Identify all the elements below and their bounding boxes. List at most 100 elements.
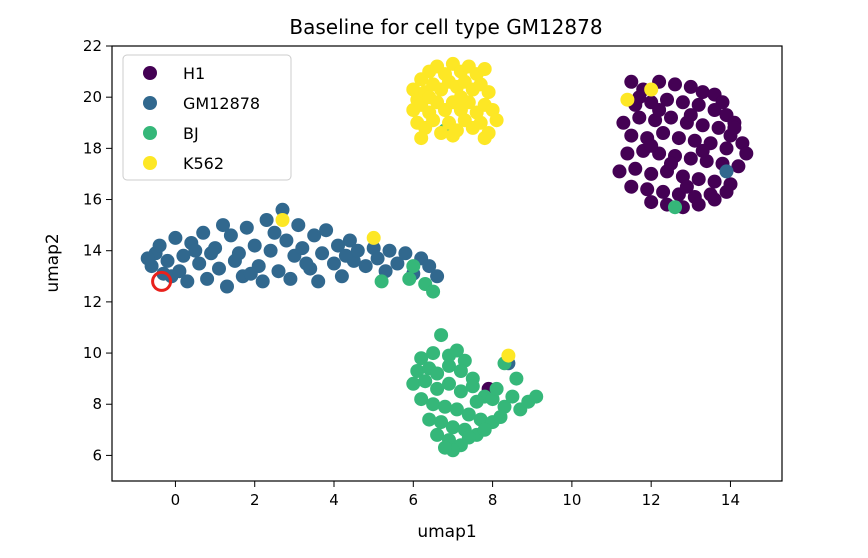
y-tick-label: 18	[83, 139, 102, 157]
data-point	[430, 269, 445, 284]
x-tick-label: 12	[642, 491, 661, 509]
data-point	[691, 172, 706, 187]
data-point	[453, 90, 468, 105]
data-point	[438, 440, 452, 455]
data-point	[493, 410, 508, 424]
data-point	[719, 164, 734, 179]
data-point	[271, 264, 286, 279]
data-point	[683, 151, 698, 166]
data-point	[675, 95, 690, 110]
data-point	[382, 243, 397, 258]
data-point	[664, 110, 678, 125]
legend-item-bj: BJ	[143, 124, 199, 143]
x-tick-label: 14	[721, 491, 740, 509]
data-point	[291, 218, 306, 233]
data-point	[477, 422, 492, 437]
data-point	[660, 92, 674, 107]
data-point	[695, 118, 710, 133]
data-point	[204, 246, 219, 261]
data-point	[263, 243, 278, 258]
data-point	[664, 156, 678, 171]
data-point	[707, 174, 722, 189]
data-point	[422, 90, 437, 105]
data-point	[461, 407, 476, 422]
data-point	[644, 138, 659, 153]
data-point	[275, 202, 290, 217]
data-point	[616, 115, 631, 130]
data-point	[632, 90, 647, 105]
x-tick-label: 10	[562, 491, 581, 509]
data-point	[283, 271, 298, 286]
legend-label: BJ	[183, 124, 199, 143]
data-point	[438, 399, 452, 414]
y-axis: 6 8 10 12 14 16 18 20 22	[83, 37, 112, 464]
data-point	[275, 213, 290, 227]
data-point	[223, 228, 238, 243]
y-tick-label: 20	[83, 88, 102, 106]
data-point	[449, 402, 464, 417]
data-point	[402, 271, 417, 286]
data-point	[727, 120, 742, 135]
highlight-marker	[151, 270, 173, 292]
data-point	[152, 238, 167, 253]
data-point	[267, 225, 282, 240]
data-point	[691, 197, 706, 212]
data-point	[410, 364, 425, 378]
data-point	[668, 200, 682, 215]
legend-label: H1	[183, 64, 205, 83]
data-point	[196, 225, 211, 240]
data-point	[695, 85, 710, 100]
x-tick-label: 2	[250, 491, 260, 509]
data-point	[331, 238, 345, 253]
legend-marker	[143, 156, 157, 170]
data-point	[644, 82, 659, 97]
data-point	[719, 141, 734, 156]
data-point	[430, 381, 445, 396]
series-gm12878	[140, 164, 734, 371]
data-point	[442, 358, 456, 373]
plot-frame	[111, 45, 783, 482]
data-point	[473, 115, 488, 130]
data-point	[216, 218, 230, 233]
data-point	[731, 159, 746, 174]
data-point	[719, 184, 734, 199]
data-point	[406, 259, 421, 274]
legend-box	[122, 54, 292, 181]
data-point	[465, 379, 480, 394]
data-point	[430, 427, 445, 442]
data-point	[640, 182, 655, 197]
x-tick-label: 0	[171, 491, 181, 509]
data-point	[453, 384, 468, 399]
y-tick-label: 14	[83, 242, 102, 260]
data-point	[168, 230, 183, 245]
data-point	[160, 253, 175, 268]
data-point	[295, 241, 310, 256]
data-point	[628, 161, 643, 176]
data-point	[644, 195, 659, 210]
data-point	[656, 184, 671, 199]
legend-marker	[143, 96, 157, 110]
data-point	[679, 179, 694, 194]
data-point	[624, 74, 639, 89]
x-tick-label: 8	[488, 491, 498, 509]
data-point	[390, 256, 405, 271]
data-point	[426, 284, 441, 299]
data-point	[707, 192, 722, 207]
data-point	[398, 246, 413, 261]
data-point	[449, 343, 464, 358]
data-point	[426, 113, 441, 128]
data-point	[434, 328, 449, 343]
data-point	[212, 261, 226, 276]
data-point	[445, 420, 460, 435]
legend-marker	[143, 126, 157, 140]
data-point	[259, 213, 274, 227]
data-point	[176, 248, 191, 263]
data-point	[644, 166, 659, 181]
data-point	[430, 366, 445, 381]
data-point	[434, 415, 449, 430]
data-point	[180, 274, 195, 289]
data-point	[200, 271, 215, 286]
annotation-layer	[151, 270, 173, 292]
data-point	[481, 85, 496, 100]
